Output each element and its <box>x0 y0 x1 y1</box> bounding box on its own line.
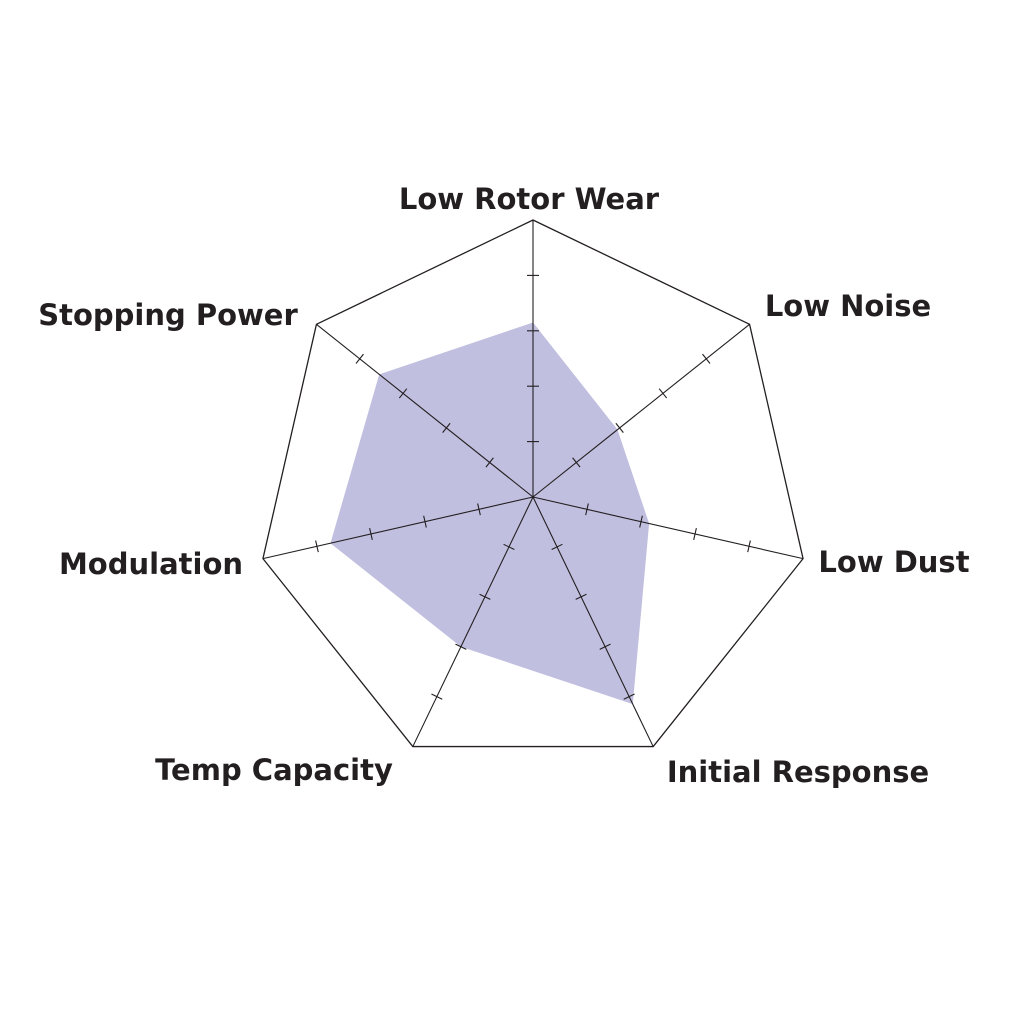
axis-label: Temp Capacity <box>155 753 393 787</box>
axis-tick <box>398 388 408 399</box>
axis-tick <box>503 543 515 551</box>
axis-tick <box>315 540 319 553</box>
axis-line <box>532 496 804 560</box>
outer-frame <box>262 219 804 748</box>
axis-tick <box>431 693 443 700</box>
axis-line <box>532 323 750 498</box>
axis-line <box>262 496 534 560</box>
axis-tick <box>455 643 467 650</box>
axis-line <box>412 496 534 747</box>
axis-label: Low Dust <box>818 545 969 579</box>
axis-label: Low Rotor Wear <box>399 182 660 216</box>
axis-tick <box>485 457 494 468</box>
axis-tick <box>572 457 581 468</box>
axis-tick <box>747 540 751 553</box>
axis-tick <box>479 593 491 600</box>
axis-tick <box>693 528 697 540</box>
axis-tick <box>702 353 711 364</box>
axis-tick <box>639 515 643 528</box>
axis-tick <box>477 503 481 516</box>
axis-tick <box>355 353 364 364</box>
axis-tick <box>575 593 587 600</box>
axis-tick <box>623 693 635 700</box>
axis-tick <box>585 503 589 516</box>
axis-tick <box>658 388 668 399</box>
axis-tick <box>615 422 624 433</box>
series-area <box>330 322 650 705</box>
axis-label: Low Noise <box>765 289 931 323</box>
axis-tick <box>369 528 373 540</box>
axis-line <box>532 496 654 747</box>
axis-label: Initial Response <box>667 755 929 789</box>
axis-tick <box>551 543 563 551</box>
axis-label: Modulation <box>59 547 243 581</box>
axis-line <box>316 323 534 498</box>
axis-tick <box>423 515 427 528</box>
axis-tick <box>599 643 611 650</box>
axis-label: Stopping Power <box>38 298 298 332</box>
axis-tick <box>442 422 451 433</box>
